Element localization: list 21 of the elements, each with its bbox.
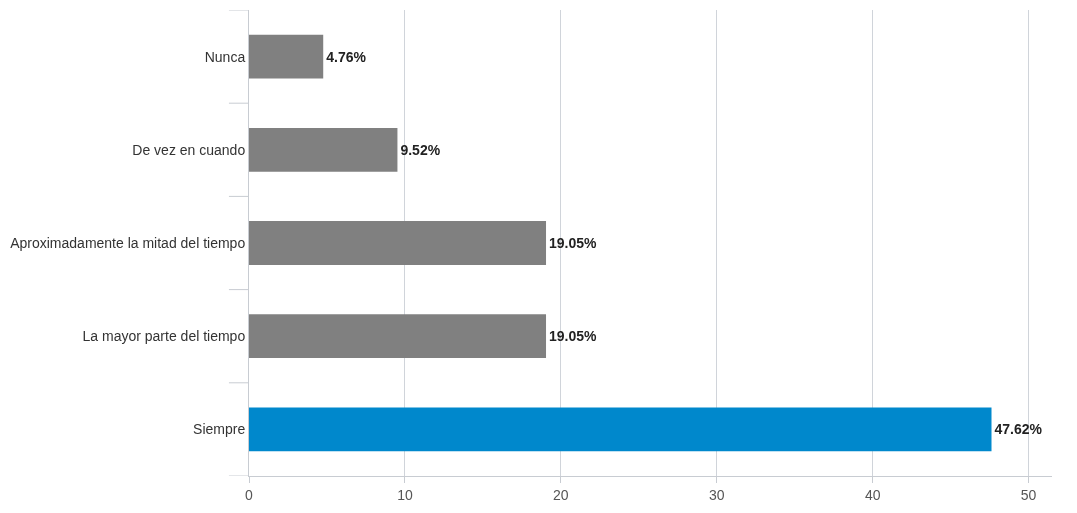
bar bbox=[249, 127, 398, 172]
y-tick-label: Siempre bbox=[193, 421, 246, 438]
bar bbox=[249, 407, 992, 452]
data-label: 9.52% bbox=[400, 141, 441, 158]
data-label: 19.05% bbox=[549, 235, 598, 251]
data-label: 47.62% bbox=[994, 421, 1043, 438]
y-tick-label: De vez en cuando bbox=[132, 141, 246, 158]
bar bbox=[249, 221, 547, 265]
y-tick-label: Aproximadamente la mitad del tiempo bbox=[10, 234, 246, 251]
x-tick-label: 20 bbox=[553, 486, 569, 503]
x-tick-label: 10 bbox=[397, 486, 413, 503]
y-tick-label: La mayor parte del tiempo bbox=[82, 328, 246, 345]
bar bbox=[249, 314, 547, 359]
data-label: 19.05% bbox=[549, 328, 598, 345]
data-label: 4.76% bbox=[326, 48, 367, 65]
x-tick-label: 30 bbox=[708, 486, 725, 503]
x-tick-label: 0 bbox=[245, 486, 254, 503]
bar bbox=[249, 34, 324, 79]
y-tick-label: Nunca bbox=[204, 48, 246, 65]
x-tick-label: 40 bbox=[864, 486, 881, 503]
x-tick-label: 50 bbox=[1020, 486, 1037, 503]
